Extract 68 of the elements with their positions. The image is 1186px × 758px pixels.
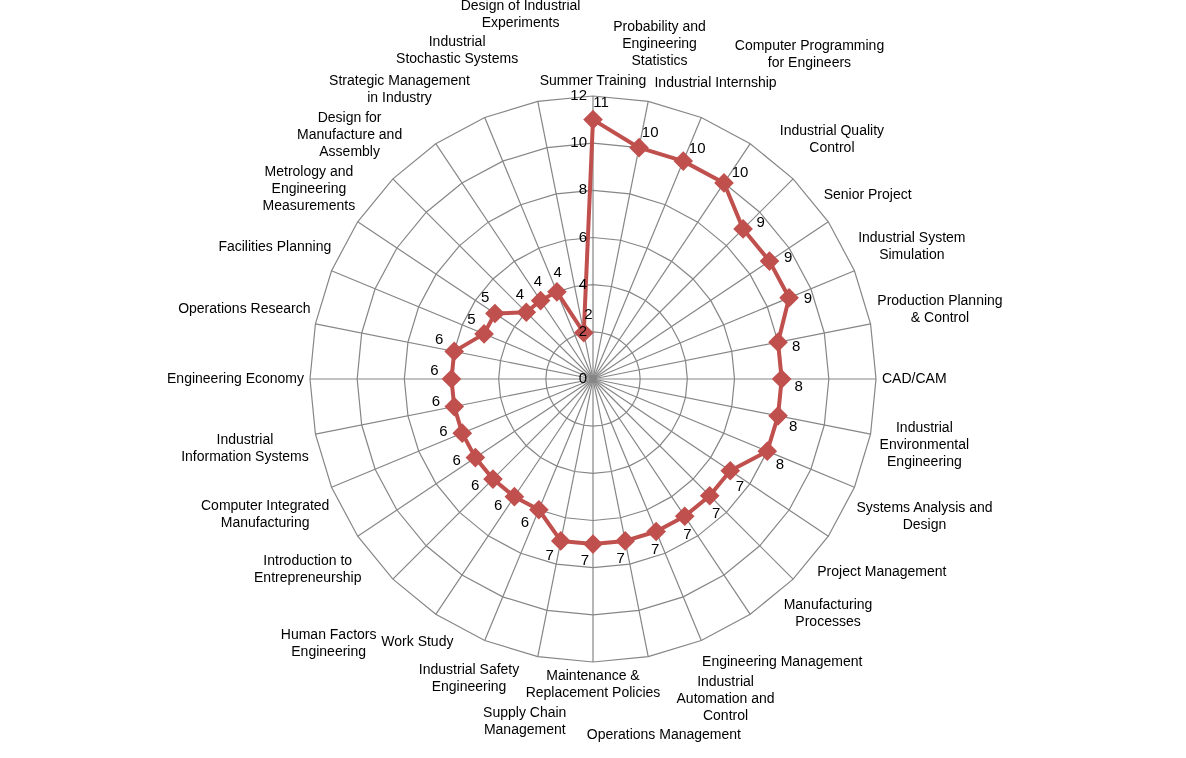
spoke-label: Systems Analysis and Design — [856, 498, 993, 532]
data-label: 7 — [683, 524, 692, 542]
spoke-label: Computer Programming for Engineers — [734, 37, 885, 71]
spoke-label: Work Study — [381, 632, 454, 649]
y-tick-label: 8 — [578, 180, 587, 198]
data-label: 6 — [439, 422, 448, 440]
spoke-label: CAD/CAM — [882, 369, 947, 386]
data-label: 7 — [580, 551, 590, 569]
spoke-label: Senior Project — [823, 186, 912, 203]
spoke-label: Industrial Quality Control — [779, 122, 885, 156]
spoke-label: Industrial Environmental Engineering — [879, 418, 970, 469]
data-label: 6 — [431, 392, 441, 410]
y-tick-label: 12 — [570, 86, 587, 104]
spoke-label: Industrial Internship — [654, 74, 777, 90]
data-label: 9 — [756, 212, 765, 230]
spoke-label: Industrial Information Systems — [181, 430, 309, 464]
spoke-label: Engineering Economy — [167, 369, 305, 386]
spoke-label: Summer Training — [539, 72, 647, 89]
data-label: 6 — [520, 512, 530, 530]
data-label: 9 — [803, 288, 813, 306]
data-label: 10 — [688, 138, 706, 156]
data-label: 9 — [783, 248, 793, 266]
data-label: 8 — [792, 336, 801, 354]
data-label: 7 — [735, 476, 745, 494]
spoke-label: Operations Research — [178, 300, 311, 317]
data-label: 7 — [651, 540, 660, 558]
data-label: 7 — [616, 549, 625, 567]
spoke-label: Computer Integrated Manufacturing — [200, 497, 330, 531]
spoke-label: Production Planning & Control — [877, 292, 1003, 326]
data-label: 6 — [494, 496, 503, 514]
data-label: 8 — [794, 377, 803, 395]
y-tick-label: 0 — [578, 369, 587, 387]
spoke-label: Human Factors Engineering — [280, 625, 377, 659]
data-label: 10 — [731, 163, 749, 181]
y-tick-label: 10 — [570, 133, 587, 151]
spoke-label: Facilities Planning — [218, 238, 332, 255]
spoke-label: Design of Industrial Experiments — [460, 0, 581, 31]
data-label: 10 — [641, 122, 659, 140]
data-label: 4 — [515, 284, 525, 302]
spoke-label: Manufacturing Processes — [783, 596, 873, 630]
spoke-label: Operations Management — [586, 726, 742, 743]
data-label: 7 — [711, 503, 721, 521]
y-tick-label: 2 — [578, 321, 587, 339]
data-label: 5 — [481, 287, 490, 305]
spoke-label: Probability and Engineering Statistics — [613, 18, 706, 69]
data-label: 11 — [593, 92, 609, 110]
data-label: 8 — [775, 455, 785, 473]
spoke-label: Metrology and Engineering Measurements — [262, 163, 356, 214]
spoke-label: Project Management — [817, 562, 947, 579]
data-label: 5 — [467, 310, 476, 328]
spoke-label: Design for Manufacture and Assembly — [297, 109, 403, 160]
data-label: 6 — [452, 450, 461, 468]
spoke-label: Industrial Safety Engineering — [418, 660, 520, 694]
data-label: 4 — [533, 272, 542, 290]
spoke-label: Industrial Stochastic Systems — [396, 33, 519, 67]
data-label: 4 — [553, 263, 562, 281]
data-label: 6 — [430, 361, 439, 379]
spoke-label: Supply Chain Management — [483, 704, 567, 738]
data-label: 8 — [788, 417, 798, 435]
spoke-label: Maintenance & Replacement Policies — [525, 667, 661, 701]
spoke-label: Engineering Management — [702, 653, 863, 670]
spoke-label: Industrial System Simulation — [858, 229, 966, 263]
spoke-label: Strategic Management in Industry — [329, 71, 471, 105]
data-label: 6 — [471, 475, 480, 493]
data-label: 7 — [545, 546, 554, 564]
spoke-label: Industrial Automation and Control — [676, 672, 775, 723]
spoke-label: Introduction to Entrepreneurship — [254, 551, 362, 585]
data-label: 6 — [434, 330, 444, 348]
